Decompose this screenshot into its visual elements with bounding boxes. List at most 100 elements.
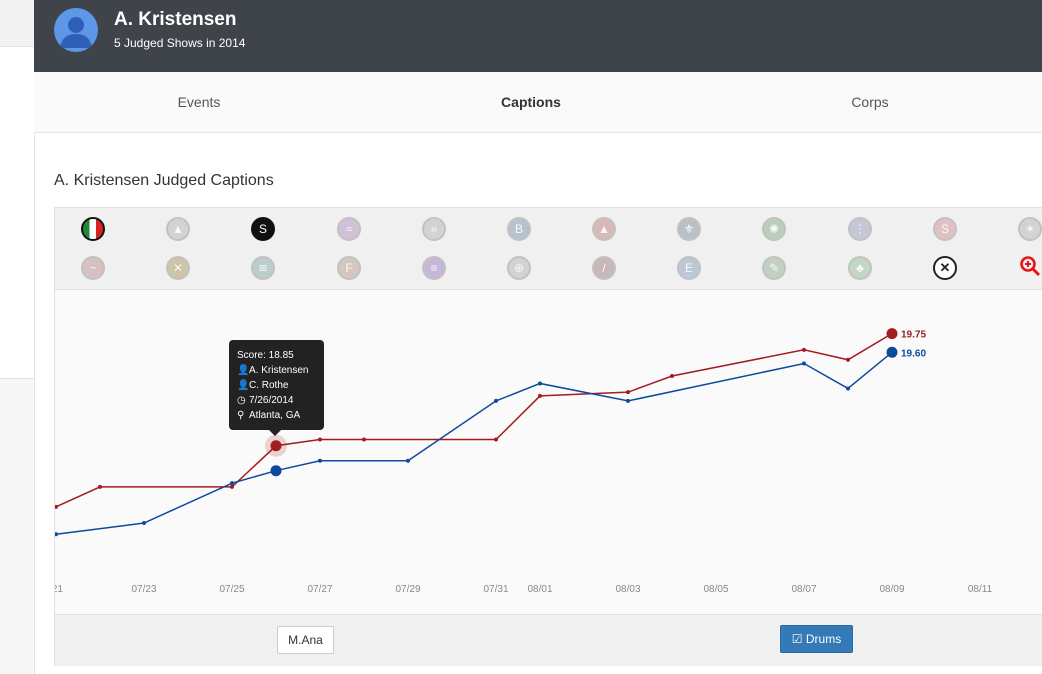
left-panel-header	[0, 0, 34, 47]
data-point[interactable]	[142, 521, 146, 526]
drums-label: Drums	[805, 632, 842, 646]
caption-toggle-bar: M.Ana ☑ Drums	[55, 614, 1042, 666]
data-point[interactable]	[626, 390, 630, 395]
tab-captions[interactable]: Captions	[501, 94, 561, 110]
s-swirl-icon[interactable]: S	[251, 217, 275, 241]
b-shield-icon[interactable]: B	[507, 217, 531, 241]
series-end-label: 19.75	[901, 330, 926, 341]
data-point[interactable]	[802, 347, 806, 352]
x-tick-label: 07/29	[395, 584, 420, 595]
data-point[interactable]	[846, 386, 850, 391]
series-end-label: 19.60	[901, 348, 926, 359]
x-tick-label: 07/25	[219, 584, 244, 595]
tooltip-judge-row: 👤A. Kristensen	[237, 363, 316, 378]
compass-arrow-icon[interactable]: ▲	[166, 217, 190, 241]
tooltip-date: 7/26/2014	[249, 395, 294, 406]
data-point[interactable]	[538, 381, 542, 386]
star-icon[interactable]: ✶	[1018, 217, 1042, 241]
data-point[interactable]	[802, 361, 806, 366]
e-letter-icon[interactable]: E	[677, 256, 701, 280]
dragon-icon[interactable]: ~	[81, 256, 105, 280]
x-tick-label: 08/11	[968, 584, 993, 595]
judge-show-count: 5 Judged Shows in 2014	[114, 36, 246, 50]
arrowhead-icon[interactable]: ▲	[592, 217, 616, 241]
tooltip-date-row: ◷ 7/26/2014	[237, 393, 316, 408]
section-title: A. Kristensen Judged Captions	[54, 172, 274, 189]
user-icon: 👤	[237, 380, 250, 391]
user-icon	[60, 17, 92, 48]
tooltip-other-judge-row: 👤C. Rothe	[237, 378, 316, 393]
x-tick-label: 08/07	[791, 584, 816, 595]
chevrons-icon[interactable]: »	[422, 217, 446, 241]
diagonal-stripes-icon[interactable]: /	[592, 256, 616, 280]
data-point[interactable]	[230, 484, 234, 489]
data-point[interactable]	[362, 437, 366, 442]
main-content: A. Kristensen 5 Judged Shows in 2014 Eve…	[34, 0, 1042, 674]
data-point[interactable]	[98, 484, 102, 489]
tooltip-location: Atlanta, GA	[249, 410, 301, 421]
left-panel-lower	[0, 379, 34, 674]
tooltip-score: Score: 18.85	[237, 350, 294, 361]
quill-icon[interactable]: ✎	[762, 256, 786, 280]
fountain-icon[interactable]: ⋮	[848, 217, 872, 241]
data-point[interactable]	[406, 458, 410, 463]
clover-icon[interactable]: ♣	[848, 256, 872, 280]
stripes-icon[interactable]: ≡	[422, 256, 446, 280]
data-point[interactable]	[538, 393, 542, 398]
captions-chart-panel: ▲ S ≈ » B ▲ ⚜ ✺ ⋮ S ✶ ~ ✕ ≋ F ≡ ⊕ / E ✎ …	[54, 207, 1042, 666]
data-point[interactable]	[626, 398, 630, 403]
tooltip-other-judge: C. Rothe	[249, 380, 289, 391]
tab-events[interactable]: Events	[177, 94, 221, 110]
judge-header: A. Kristensen 5 Judged Shows in 2014	[34, 0, 1042, 72]
data-point[interactable]	[846, 357, 850, 362]
tooltip-judge: A. Kristensen	[249, 365, 309, 376]
score-line-chart: /21 07/23 07/25 07/27 07/29 07/31 08/01 08/03 08…	[55, 290, 1042, 614]
chart-svg: /21 07/23 07/25 07/27 07/29 07/31 08/01 08/03 08…	[55, 328, 993, 595]
data-point[interactable]	[318, 437, 322, 442]
avatar	[54, 8, 98, 52]
data-point[interactable]	[230, 481, 234, 486]
target-icon[interactable]: ⊕	[507, 256, 531, 280]
data-point[interactable]	[55, 532, 58, 537]
left-panel-strip	[0, 0, 35, 674]
series-line-0	[55, 332, 893, 508]
x-tick-label: 07/31	[483, 584, 508, 595]
sunburst-icon[interactable]: ✺	[762, 217, 786, 241]
corps-filter-bar: ▲ S ≈ » B ▲ ⚜ ✺ ⋮ S ✶ ~ ✕ ≋ F ≡ ⊕ / E ✎ …	[55, 208, 1042, 290]
data-point[interactable]	[318, 458, 322, 463]
tooltip-location-row: ⚲ Atlanta, GA	[237, 408, 316, 423]
judge-name: A. Kristensen	[114, 9, 237, 30]
data-point[interactable]	[670, 373, 674, 378]
checkbox-icon: ☑	[791, 632, 803, 646]
data-point[interactable]	[270, 465, 282, 477]
fleur-de-lis-icon[interactable]: ⚜	[677, 217, 701, 241]
drums-button[interactable]: ☑ Drums	[780, 625, 853, 653]
tab-bar: Events Captions Corps	[34, 72, 1042, 133]
x-tick-label: 07/23	[131, 584, 156, 595]
data-point[interactable]	[494, 398, 498, 403]
data-point[interactable]	[270, 440, 282, 452]
x-tick-label: 08/09	[879, 584, 904, 595]
data-point[interactable]	[886, 328, 898, 340]
swan-icon[interactable]: S	[933, 217, 957, 241]
clear-filter-icon[interactable]: ✕	[933, 256, 957, 280]
crossed-sabers-icon[interactable]: ✕	[166, 256, 190, 280]
data-point[interactable]	[55, 504, 58, 509]
chart-tooltip: Score: 18.85 👤A. Kristensen 👤C. Rothe ◷ 7…	[229, 340, 324, 436]
zoom-icon[interactable]	[1018, 254, 1042, 278]
left-panel-divider	[0, 378, 34, 379]
x-tick-label: 07/27	[307, 584, 332, 595]
map-pin-icon: ⚲	[237, 410, 245, 421]
x-tick-label: 08/05	[703, 584, 728, 595]
data-point[interactable]	[494, 437, 498, 442]
x-tick-label: 08/03	[615, 584, 640, 595]
data-point[interactable]	[886, 346, 898, 358]
wave-icon[interactable]: ≋	[251, 256, 275, 280]
f-letter-icon[interactable]: F	[337, 256, 361, 280]
series-line-1	[55, 351, 893, 535]
italy-flag-icon[interactable]	[81, 217, 105, 241]
x-tick-label: /21	[55, 584, 63, 595]
tab-corps[interactable]: Corps	[851, 94, 889, 110]
wing-icon[interactable]: ≈	[337, 217, 361, 241]
m-ana-button[interactable]: M.Ana	[277, 626, 334, 654]
